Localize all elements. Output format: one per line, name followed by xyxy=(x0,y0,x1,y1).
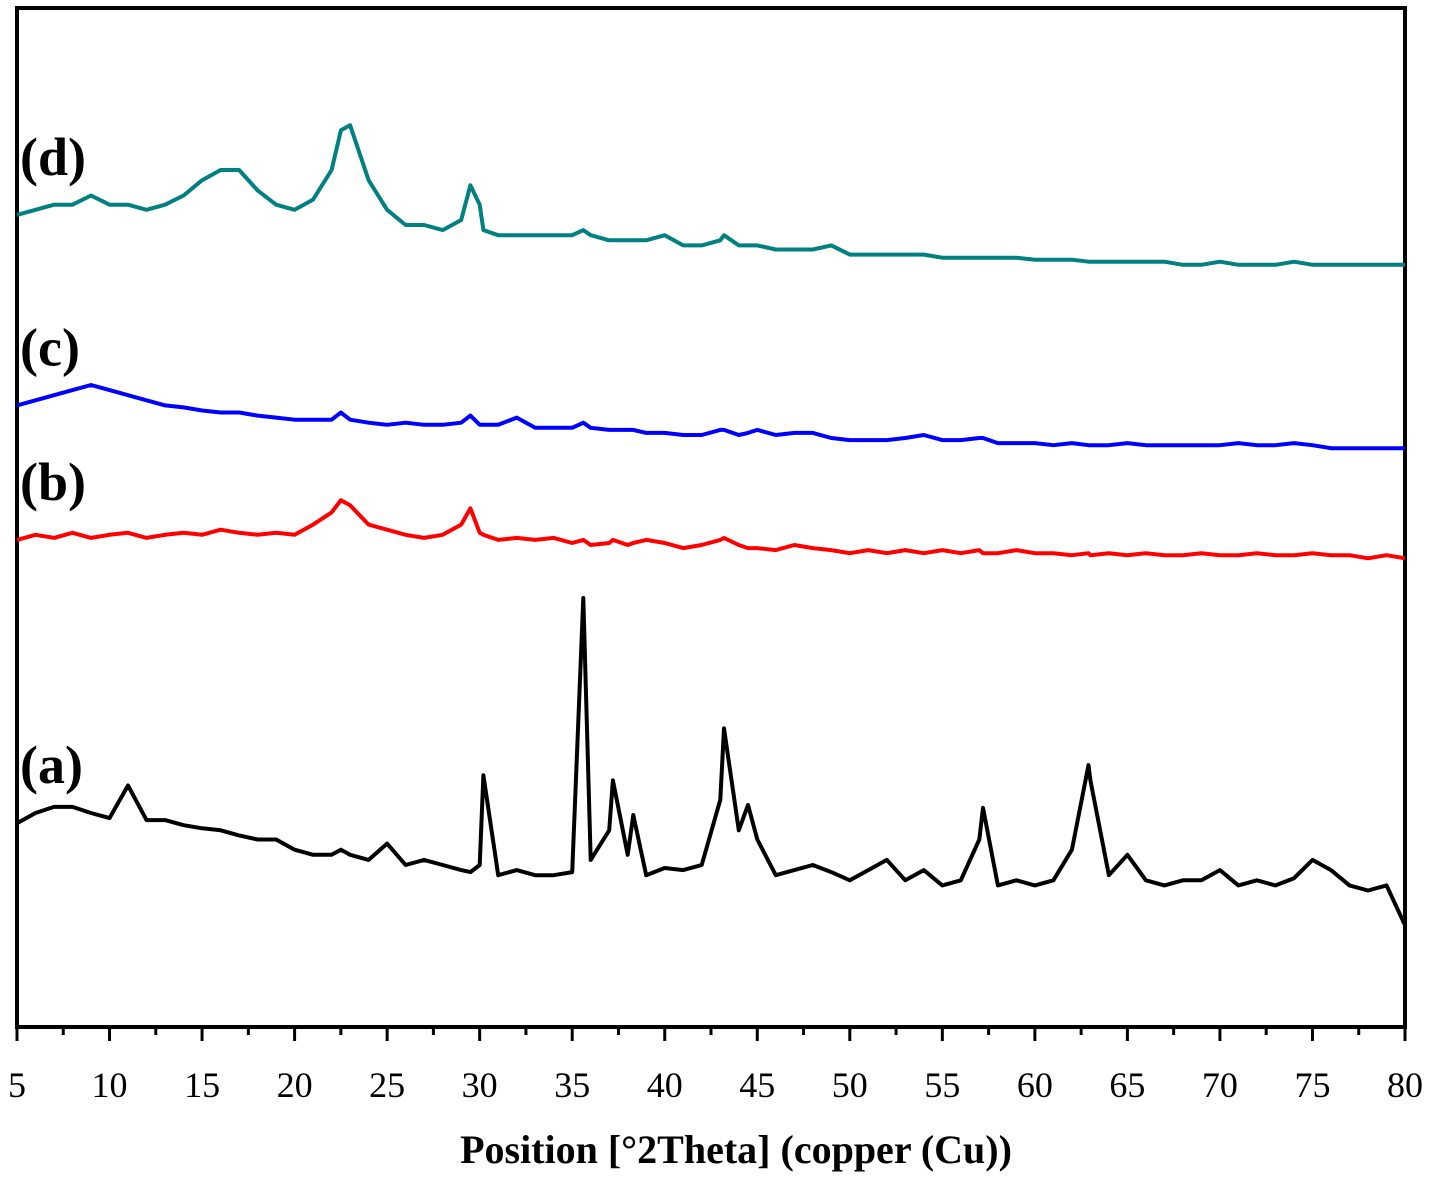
x-tick-label: 65 xyxy=(1109,1065,1145,1105)
x-tick-label: 45 xyxy=(739,1065,775,1105)
x-tick-label: 35 xyxy=(554,1065,590,1105)
x-axis-label: Position [°2Theta] (copper (Cu)) xyxy=(460,1127,1012,1172)
x-tick-label: 75 xyxy=(1294,1065,1330,1105)
series-label: (b) xyxy=(20,452,86,512)
x-tick-label: 40 xyxy=(647,1065,683,1105)
x-tick-label: 80 xyxy=(1387,1065,1423,1105)
x-tick-label: 10 xyxy=(92,1065,128,1105)
x-tick-label: 70 xyxy=(1202,1065,1238,1105)
series-line xyxy=(16,596,1407,926)
x-tick-label: 60 xyxy=(1017,1065,1053,1105)
series-line xyxy=(16,123,1405,267)
series-label: (c) xyxy=(20,317,80,377)
plot-frame xyxy=(15,6,1407,1029)
series-label: (a) xyxy=(20,735,83,795)
x-tick-label: 25 xyxy=(369,1065,405,1105)
x-tick-label: 15 xyxy=(184,1065,220,1105)
series-line xyxy=(16,383,1405,451)
series-label: (d) xyxy=(20,127,86,187)
x-tick-label: 20 xyxy=(277,1065,313,1105)
x-tick-label: 50 xyxy=(832,1065,868,1105)
x-tick-label: 55 xyxy=(924,1065,960,1105)
series-line xyxy=(16,498,1406,561)
x-tick-label: 30 xyxy=(462,1065,498,1105)
x-tick-label: 5 xyxy=(8,1065,26,1105)
